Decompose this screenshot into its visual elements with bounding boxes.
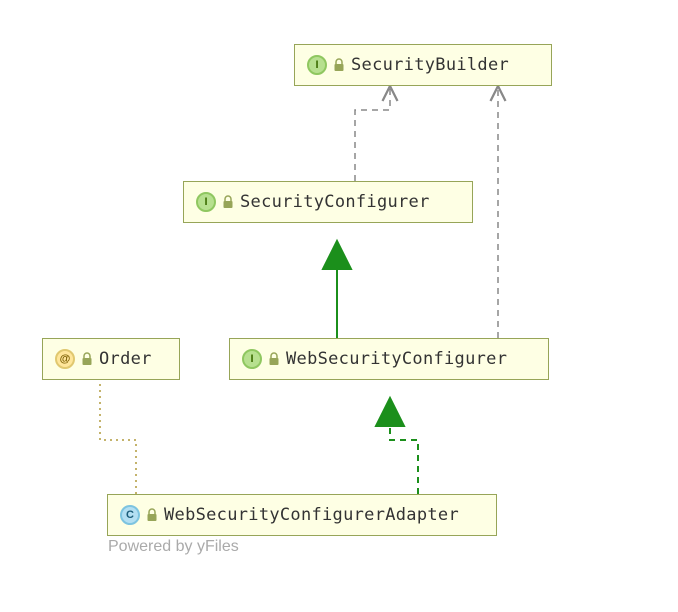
node-order: @ Order	[42, 338, 180, 380]
node-label: WebSecurityConfigurerAdapter	[164, 505, 459, 525]
lock-icon	[268, 352, 280, 366]
node-label: SecurityConfigurer	[240, 192, 430, 212]
interface-icon: I	[196, 192, 216, 212]
edge-webSecurityConfigurerAdapter-to-webSecurityConfigurer	[390, 398, 418, 494]
node-label: SecurityBuilder	[351, 55, 509, 75]
node-webSecurityConfigurerAdapter: C WebSecurityConfigurerAdapter	[107, 494, 497, 536]
edge-securityConfigurer-to-securityBuilder	[355, 86, 390, 181]
lock-icon	[333, 58, 345, 72]
node-label: Order	[99, 349, 152, 369]
node-securityBuilder: I SecurityBuilder	[294, 44, 552, 86]
lock-icon	[146, 508, 158, 522]
lock-icon	[222, 195, 234, 209]
annotation-icon: @	[55, 349, 75, 369]
interface-icon: I	[307, 55, 327, 75]
node-webSecurityConfigurer: I WebSecurityConfigurer	[229, 338, 549, 380]
node-securityConfigurer: I SecurityConfigurer	[183, 181, 473, 223]
lock-icon	[81, 352, 93, 366]
edge-webSecurityConfigurerAdapter-to-order	[100, 380, 136, 494]
node-label: WebSecurityConfigurer	[286, 349, 507, 369]
footer-credit: Powered by yFiles	[108, 538, 239, 556]
interface-icon: I	[242, 349, 262, 369]
footer-text: Powered by yFiles	[108, 538, 239, 555]
class-icon: C	[120, 505, 140, 525]
